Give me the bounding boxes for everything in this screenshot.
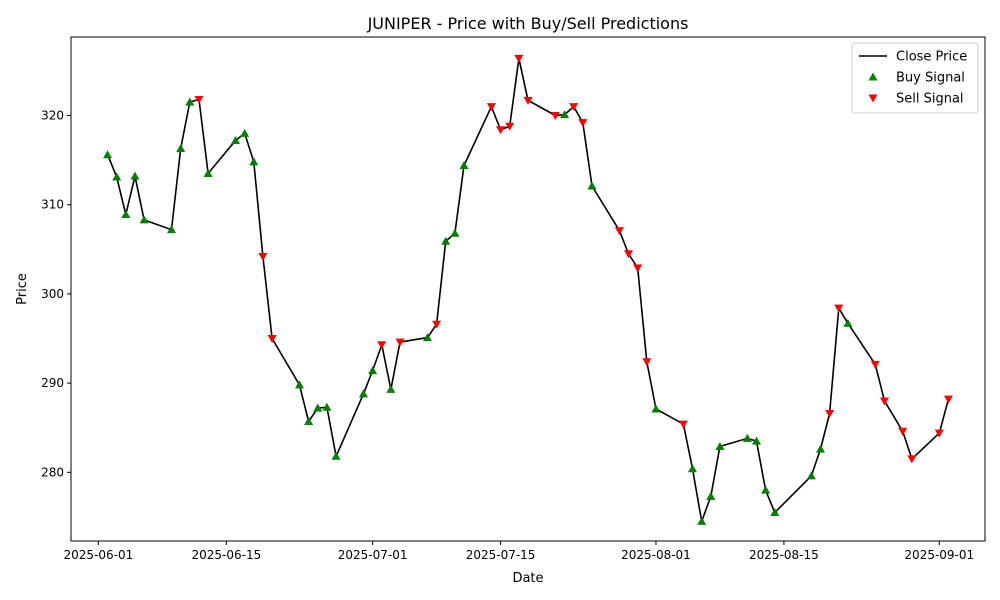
sell-signal-marker — [898, 427, 908, 436]
sell-signal-marker — [834, 304, 844, 313]
x-tick-label: 2025-09-01 — [904, 548, 974, 562]
sell-signal-marker — [907, 455, 917, 464]
y-tick-label: 290 — [41, 376, 64, 390]
x-tick-label: 2025-08-01 — [621, 548, 691, 562]
y-tick-label: 280 — [41, 465, 64, 479]
sell-signal-marker — [879, 397, 889, 406]
buy-signal-marker — [139, 215, 149, 224]
x-tick-label: 2025-06-15 — [192, 548, 262, 562]
x-tick-label: 2025-06-01 — [64, 548, 134, 562]
buy-signal-marker — [815, 444, 825, 453]
sell-signal-marker — [496, 126, 506, 135]
buy-signal-marker — [441, 236, 451, 245]
legend-entry-label: Close Price — [896, 50, 967, 65]
legend: Close Price Buy Signal Sell Signal — [851, 42, 979, 114]
sell-signal-marker — [486, 103, 496, 112]
x-tick-label: 2025-07-15 — [466, 548, 536, 562]
buy-signal-marker — [167, 225, 177, 234]
buy-signal-marker — [240, 128, 250, 137]
x-tick-label: 2025-07-01 — [338, 548, 408, 562]
buy-signal-marker — [130, 171, 140, 180]
buy-signal-marker — [231, 135, 241, 144]
sell-signal-marker — [377, 341, 387, 350]
buy-signal-marker — [249, 157, 259, 166]
sell-signal-marker — [825, 409, 835, 418]
buy-signal-marker — [651, 404, 661, 413]
axis-ticks: 2025-06-01 2025-06-15 2025-07-01 2025-07-15… — [41, 108, 974, 562]
legend-box — [851, 42, 979, 114]
y-axis-label: Price — [15, 273, 30, 305]
buy-signal-marker — [358, 389, 368, 398]
sell-signal-marker — [523, 96, 533, 105]
buy-signal-marker — [331, 451, 341, 460]
buy-signal-marker — [121, 210, 131, 219]
buy-signal-marker — [752, 436, 761, 445]
sell-signal-marker — [678, 420, 688, 429]
buy-signal-marker — [715, 441, 725, 450]
sell-signal-marker — [624, 250, 634, 259]
sell-signal-marker — [432, 320, 442, 329]
buy-signal-marker — [322, 402, 332, 411]
signal-markers — [103, 54, 953, 525]
sell-signal-marker — [550, 111, 560, 120]
sell-signal-marker — [934, 429, 944, 438]
y-tick-label: 300 — [41, 287, 64, 301]
sell-signal-marker — [578, 119, 588, 128]
buy-signal-marker — [697, 516, 707, 525]
buy-signal-marker — [843, 318, 853, 327]
buy-signal-marker — [806, 471, 816, 480]
sell-signal-marker — [267, 335, 277, 344]
sell-signal-marker — [194, 95, 204, 104]
buy-signal-marker — [422, 333, 432, 342]
sell-signal-marker — [569, 103, 579, 112]
sell-signal-marker — [258, 252, 268, 261]
buy-signal-marker — [368, 366, 378, 375]
sell-signal-marker — [633, 264, 643, 273]
buy-signal-marker — [688, 464, 698, 473]
buy-signal-marker — [304, 416, 314, 425]
legend-sell-swatch — [868, 94, 878, 103]
chart-title: JUNIPER - Price with Buy/Sell Prediction… — [367, 14, 689, 33]
legend-entry-label: Sell Signal — [896, 92, 964, 107]
x-axis-label: Date — [512, 571, 543, 586]
buy-signal-marker — [203, 168, 213, 177]
sell-signal-marker — [870, 360, 880, 369]
y-tick-label: 310 — [41, 198, 64, 212]
y-tick-label: 320 — [41, 108, 64, 122]
x-tick-label: 2025-08-15 — [749, 548, 819, 562]
buy-signal-marker — [386, 384, 396, 393]
sell-signal-marker — [514, 54, 524, 63]
legend-buy-swatch — [868, 72, 878, 81]
buy-signal-marker — [459, 160, 469, 169]
buy-signal-marker — [450, 228, 460, 237]
buy-signal-marker — [761, 485, 771, 494]
sell-signal-marker — [943, 395, 953, 404]
buy-signal-marker — [112, 172, 122, 181]
buy-signal-marker — [742, 433, 752, 442]
sell-signal-marker — [642, 358, 652, 367]
buy-signal-marker — [313, 403, 323, 412]
buy-signal-marker — [706, 491, 716, 500]
buy-signal-marker — [103, 150, 113, 159]
buy-signal-marker — [560, 110, 570, 119]
buy-signal-marker — [587, 181, 597, 190]
sell-signal-marker — [395, 338, 405, 347]
sell-signal-marker — [505, 122, 515, 131]
buy-signal-marker — [176, 144, 186, 153]
plot-frame — [70, 36, 986, 542]
sell-signal-marker — [614, 227, 624, 236]
buy-signal-marker — [185, 97, 195, 106]
buy-signal-marker — [295, 380, 304, 389]
legend-entry-label: Buy Signal — [896, 71, 965, 86]
buy-signal-marker — [770, 507, 780, 516]
